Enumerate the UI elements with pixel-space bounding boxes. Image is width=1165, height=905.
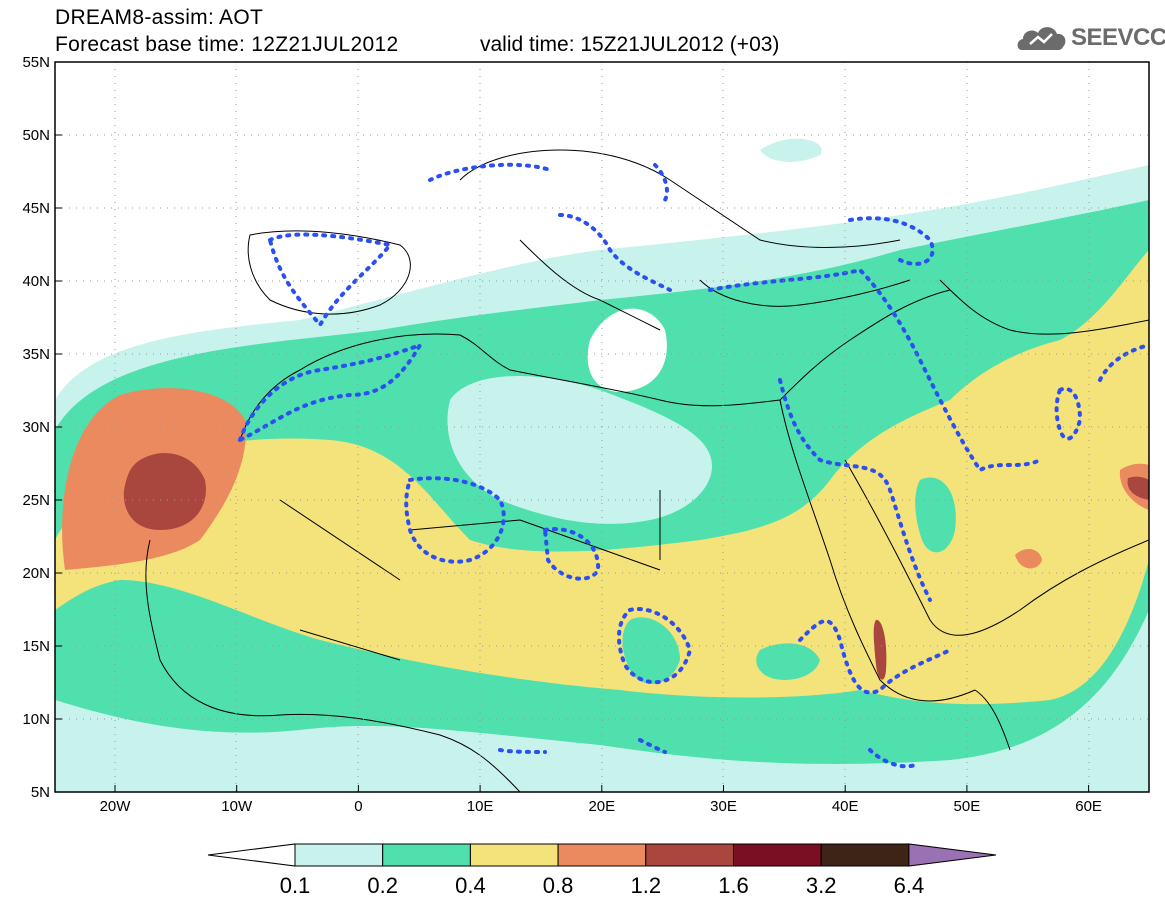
- lat-label: 5N: [31, 784, 50, 801]
- lon-label: 50E: [954, 798, 981, 815]
- lat-label: 25N: [22, 492, 50, 509]
- colorbar-label: 6.4: [894, 873, 925, 898]
- gridlines: [55, 62, 1149, 792]
- colorbar-labels: 0.1 0.2 0.4 0.8 1.2 1.6 3.2 6.4: [280, 873, 924, 898]
- latitude-labels: 55N 50N 45N 40N 35N 30N 25N 20N 15N 10N 5N: [22, 54, 62, 801]
- lon-label: 20W: [100, 798, 132, 815]
- lat-label: 35N: [22, 346, 50, 363]
- lon-label: 20E: [588, 798, 615, 815]
- colorbar-segment: [469, 843, 559, 867]
- aot-region-0.2-blob1: [622, 617, 680, 684]
- logo-text: SEEVCCC: [1071, 24, 1165, 51]
- lon-label: 60E: [1075, 798, 1102, 815]
- colorbar-label: 0.2: [367, 873, 398, 898]
- lon-label: 40E: [832, 798, 859, 815]
- aot-region-1.2: [123, 452, 206, 530]
- colorbar-segment: [382, 843, 471, 867]
- map-title: DREAM8-assim: AOT: [55, 6, 264, 29]
- lon-label: 10W: [221, 798, 253, 815]
- lat-label: 30N: [22, 419, 50, 436]
- lat-label: 40N: [22, 273, 50, 290]
- aot-region-0.1-libya: [447, 376, 712, 524]
- colorbar-label: 1.6: [718, 873, 749, 898]
- aot-region-1.2-gulf: [1127, 476, 1149, 500]
- colorbar-segment: [733, 843, 822, 867]
- aot-region-0.8-oman: [1015, 548, 1042, 569]
- colorbar-low-arrow: [207, 843, 296, 867]
- lon-label: 0: [354, 798, 362, 815]
- colorbar-label: 0.4: [455, 873, 486, 898]
- longitude-labels: 20W 10W 0 10E 20E 30E 40E 50E 60E: [100, 785, 1102, 815]
- lon-label: 30E: [710, 798, 737, 815]
- lat-label: 45N: [22, 200, 50, 217]
- aot-region-0.4: [55, 250, 1149, 705]
- colorbar-label: 3.2: [806, 873, 837, 898]
- lat-label: 55N: [22, 54, 50, 71]
- colorbar-segment: [294, 843, 384, 867]
- colorbar-label: 0.1: [280, 873, 311, 898]
- colorbar-label: 1.2: [631, 873, 662, 898]
- colorbar: [207, 843, 996, 867]
- colorbar-segment: [820, 843, 910, 867]
- colorbar-high-arrow: [908, 843, 996, 867]
- blue-dotted-contours: [236, 162, 1149, 769]
- cloud-logo-icon: [1017, 27, 1066, 50]
- colorbar-label: 0.8: [543, 873, 574, 898]
- colorbar-segment: [557, 843, 647, 867]
- lat-label: 15N: [22, 638, 50, 655]
- aot-region-0.1-b: [760, 138, 822, 162]
- coastlines: [145, 149, 1149, 792]
- valid-time: valid time: 15Z21JUL2012 (+03): [480, 33, 780, 56]
- forecast-base-time: Forecast base time: 12Z21JUL2012: [55, 33, 399, 56]
- aot-region-0.2-blob2: [756, 643, 820, 680]
- colorbar-segment: [645, 843, 734, 867]
- lat-label: 10N: [22, 711, 50, 728]
- aot-region-0.1-mediterranean: [587, 308, 667, 392]
- lat-label: 20N: [22, 565, 50, 582]
- lat-label: 50N: [22, 127, 50, 144]
- aot-region-1.2-redsea: [873, 619, 887, 680]
- lon-label: 10E: [467, 798, 494, 815]
- aot-region-0.2-blob3: [915, 477, 956, 553]
